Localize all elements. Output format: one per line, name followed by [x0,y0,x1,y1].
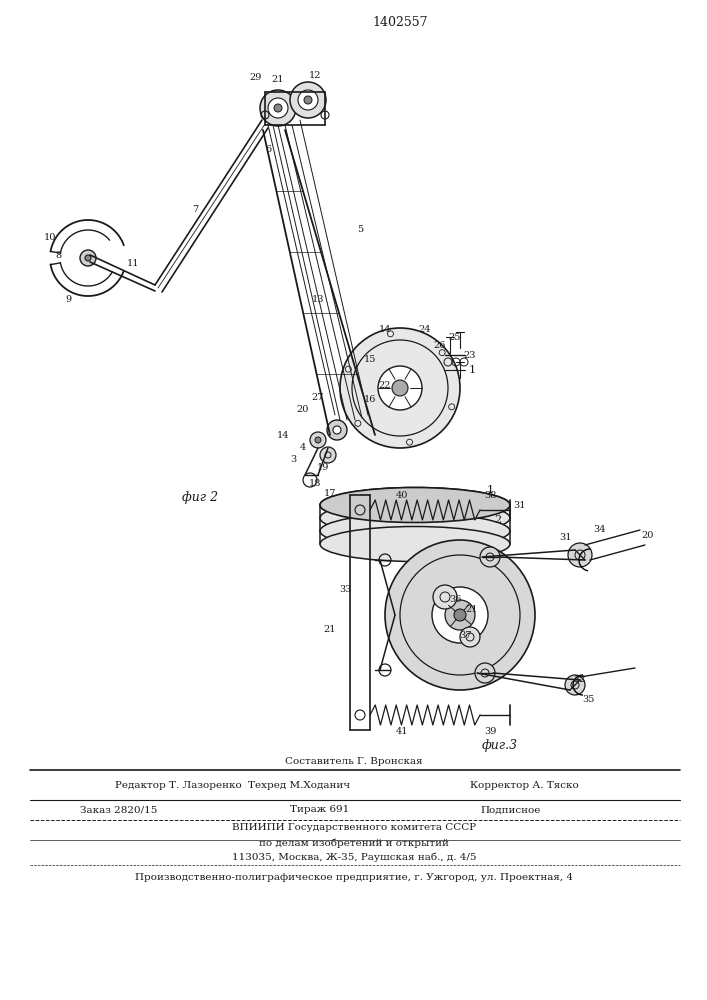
Text: 8: 8 [55,250,61,259]
Text: Корректор А. Тяско: Корректор А. Тяско [470,780,579,790]
Ellipse shape [320,514,510,548]
Text: 17: 17 [324,488,337,497]
Circle shape [454,609,466,621]
Text: фиг 2: фиг 2 [182,491,218,504]
Ellipse shape [320,526,510,562]
Text: Подписное: Подписное [480,806,540,814]
Text: 34: 34 [594,526,606,534]
Text: 20: 20 [642,530,654,540]
Circle shape [85,255,91,261]
Text: 1: 1 [469,365,476,375]
Text: 19: 19 [317,464,329,473]
Ellipse shape [320,500,510,536]
Circle shape [304,96,312,104]
Text: 32: 32 [574,676,586,684]
Text: 26: 26 [434,340,446,350]
Circle shape [327,420,347,440]
Text: по делам изобретений и открытий: по делам изобретений и открытий [259,838,449,848]
Text: фиг.3: фиг.3 [482,738,518,752]
Text: Составитель Г. Вронская: Составитель Г. Вронская [285,758,423,766]
Circle shape [333,426,341,434]
Text: 2: 2 [494,515,501,525]
Text: 14: 14 [276,430,289,440]
Text: 1: 1 [486,485,493,495]
Text: 6: 6 [265,145,271,154]
Circle shape [460,627,480,647]
Text: 18: 18 [309,479,321,488]
Circle shape [80,250,96,266]
Circle shape [315,437,321,443]
Circle shape [298,90,318,110]
Text: 11: 11 [127,258,139,267]
Circle shape [475,663,495,683]
Text: 16: 16 [364,395,376,404]
Circle shape [565,675,585,695]
Text: 1402557: 1402557 [373,15,428,28]
Text: 21: 21 [324,626,337,635]
Circle shape [310,432,326,448]
Ellipse shape [320,488,510,522]
Text: Производственно-полиграфическое предприятие, г. Ужгород, ул. Проектная, 4: Производственно-полиграфическое предприя… [135,874,573,882]
Circle shape [433,585,457,609]
Text: 40: 40 [396,490,408,499]
Text: 14: 14 [379,326,391,334]
Text: 22: 22 [379,380,391,389]
Text: 10: 10 [44,233,56,242]
Text: 41: 41 [396,728,408,736]
Circle shape [260,90,296,126]
Circle shape [385,540,535,690]
Text: 113035, Москва, Ж-35, Раушская наб., д. 4/5: 113035, Москва, Ж-35, Раушская наб., д. … [232,852,477,862]
Text: 3: 3 [290,456,296,464]
Text: 37: 37 [459,631,472,640]
Text: 4: 4 [300,444,306,452]
Text: 13: 13 [312,296,325,304]
Circle shape [290,82,326,118]
Circle shape [268,98,288,118]
Text: Заказ 2820/15: Заказ 2820/15 [80,806,158,814]
Text: 36: 36 [449,595,461,604]
Text: 35: 35 [582,696,594,704]
Text: Тираж 691: Тираж 691 [290,806,349,814]
Text: 31: 31 [514,500,526,510]
Text: 7: 7 [192,206,198,215]
Text: 20: 20 [297,406,309,414]
Text: 23: 23 [464,351,477,360]
Text: 9: 9 [65,296,71,304]
Text: 5: 5 [357,226,363,234]
Text: 27: 27 [312,393,325,402]
Circle shape [378,366,422,410]
Text: 31: 31 [559,534,571,542]
Text: 29: 29 [250,74,262,83]
Circle shape [274,104,282,112]
Text: 38: 38 [484,490,496,499]
Text: Техред М.Ходанич: Техред М.Ходанич [248,780,350,790]
Text: Редактор Т. Лазоренко: Редактор Т. Лазоренко [115,780,242,790]
Text: ВПИИПИ Государственного комитета СССР: ВПИИПИ Государственного комитета СССР [232,824,476,832]
Text: 25: 25 [449,334,461,342]
Circle shape [445,600,475,630]
Circle shape [392,380,408,396]
Text: 39: 39 [484,728,496,736]
Text: 21: 21 [271,76,284,85]
Circle shape [320,447,336,463]
Text: 24: 24 [419,326,431,334]
Circle shape [568,543,592,567]
Circle shape [432,587,488,643]
Circle shape [340,328,460,448]
Circle shape [480,547,500,567]
Text: 33: 33 [339,585,351,594]
Ellipse shape [320,488,510,522]
Text: 21: 21 [466,605,478,614]
Text: 15: 15 [364,356,376,364]
Text: 12: 12 [309,72,321,81]
